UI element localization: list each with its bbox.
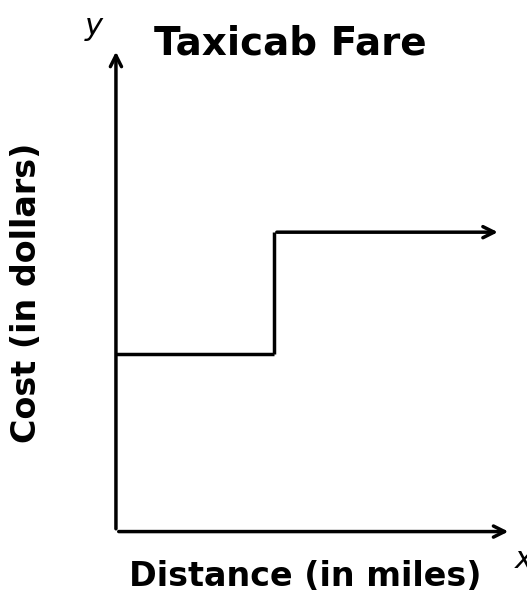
Text: Distance (in miles): Distance (in miles)	[130, 560, 482, 593]
Text: Cost (in dollars): Cost (in dollars)	[10, 143, 43, 444]
Text: $y$: $y$	[84, 12, 105, 43]
Text: Taxicab Fare: Taxicab Fare	[153, 24, 426, 62]
Text: $x$: $x$	[514, 544, 527, 574]
